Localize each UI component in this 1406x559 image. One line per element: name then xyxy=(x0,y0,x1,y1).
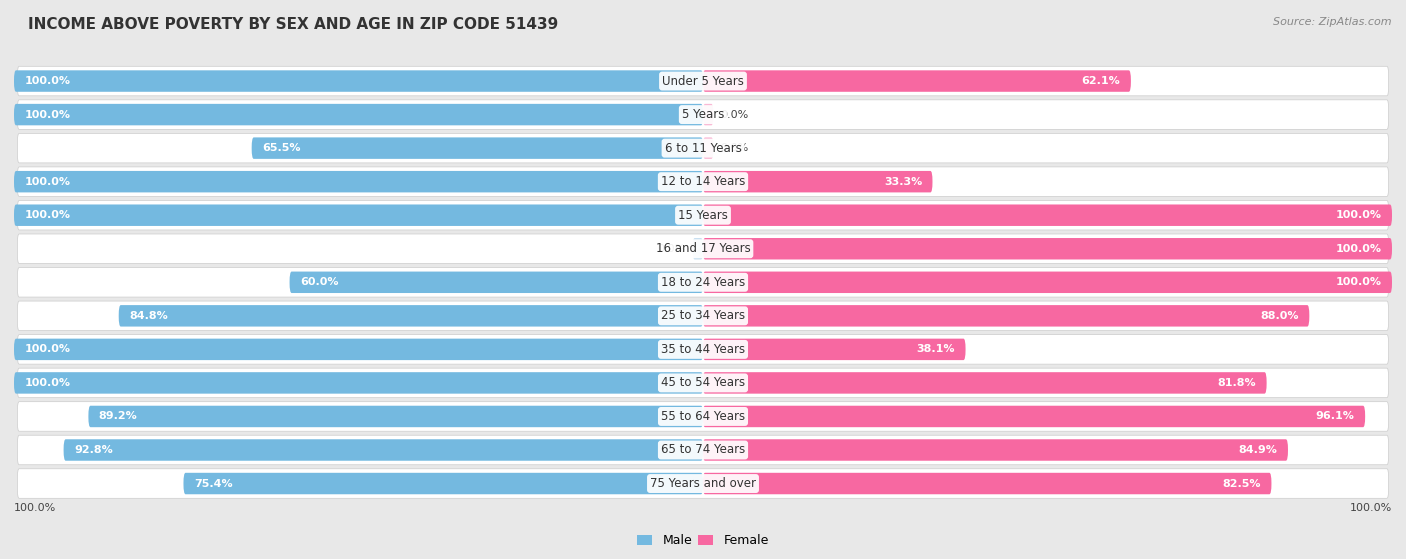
Text: 84.9%: 84.9% xyxy=(1239,445,1278,455)
FancyBboxPatch shape xyxy=(703,272,1392,293)
Text: 100.0%: 100.0% xyxy=(24,177,70,187)
Text: 45 to 54 Years: 45 to 54 Years xyxy=(661,376,745,390)
FancyBboxPatch shape xyxy=(703,171,932,192)
FancyBboxPatch shape xyxy=(17,167,1389,196)
Text: 89.2%: 89.2% xyxy=(98,411,138,421)
Text: 100.0%: 100.0% xyxy=(1336,244,1382,254)
Text: 88.0%: 88.0% xyxy=(1260,311,1299,321)
FancyBboxPatch shape xyxy=(17,100,1389,129)
FancyBboxPatch shape xyxy=(118,305,703,326)
FancyBboxPatch shape xyxy=(17,469,1389,498)
Text: 55 to 64 Years: 55 to 64 Years xyxy=(661,410,745,423)
FancyBboxPatch shape xyxy=(703,439,1288,461)
FancyBboxPatch shape xyxy=(17,134,1389,163)
Text: 81.8%: 81.8% xyxy=(1218,378,1256,388)
Text: 15 Years: 15 Years xyxy=(678,209,728,222)
FancyBboxPatch shape xyxy=(17,435,1389,465)
Text: 100.0%: 100.0% xyxy=(24,76,70,86)
Text: 84.8%: 84.8% xyxy=(129,311,167,321)
Text: 100.0%: 100.0% xyxy=(24,210,70,220)
Text: 100.0%: 100.0% xyxy=(14,503,56,513)
Text: 100.0%: 100.0% xyxy=(1336,210,1382,220)
FancyBboxPatch shape xyxy=(703,70,1130,92)
FancyBboxPatch shape xyxy=(17,234,1389,263)
Text: 0.0%: 0.0% xyxy=(720,110,748,120)
Text: 6 to 11 Years: 6 to 11 Years xyxy=(665,141,741,155)
Text: 38.1%: 38.1% xyxy=(917,344,955,354)
FancyBboxPatch shape xyxy=(14,70,703,92)
Text: 0.0%: 0.0% xyxy=(720,143,748,153)
FancyBboxPatch shape xyxy=(17,67,1389,96)
FancyBboxPatch shape xyxy=(703,406,1365,427)
FancyBboxPatch shape xyxy=(703,339,966,360)
Text: 100.0%: 100.0% xyxy=(1336,277,1382,287)
FancyBboxPatch shape xyxy=(17,368,1389,397)
FancyBboxPatch shape xyxy=(703,305,1309,326)
Text: 75 Years and over: 75 Years and over xyxy=(650,477,756,490)
Text: 60.0%: 60.0% xyxy=(299,277,339,287)
Text: 92.8%: 92.8% xyxy=(75,445,112,455)
FancyBboxPatch shape xyxy=(290,272,703,293)
Text: Under 5 Years: Under 5 Years xyxy=(662,74,744,88)
FancyBboxPatch shape xyxy=(17,201,1389,230)
Text: 75.4%: 75.4% xyxy=(194,479,232,489)
Text: 100.0%: 100.0% xyxy=(24,378,70,388)
FancyBboxPatch shape xyxy=(252,138,703,159)
FancyBboxPatch shape xyxy=(63,439,703,461)
FancyBboxPatch shape xyxy=(14,171,703,192)
FancyBboxPatch shape xyxy=(14,339,703,360)
FancyBboxPatch shape xyxy=(14,205,703,226)
Text: 65 to 74 Years: 65 to 74 Years xyxy=(661,443,745,457)
Text: 33.3%: 33.3% xyxy=(884,177,922,187)
Text: 5 Years: 5 Years xyxy=(682,108,724,121)
FancyBboxPatch shape xyxy=(693,238,703,259)
Text: INCOME ABOVE POVERTY BY SEX AND AGE IN ZIP CODE 51439: INCOME ABOVE POVERTY BY SEX AND AGE IN Z… xyxy=(28,17,558,32)
FancyBboxPatch shape xyxy=(17,301,1389,330)
FancyBboxPatch shape xyxy=(17,335,1389,364)
FancyBboxPatch shape xyxy=(703,138,713,159)
Text: 25 to 34 Years: 25 to 34 Years xyxy=(661,309,745,323)
Text: 65.5%: 65.5% xyxy=(262,143,301,153)
Text: 62.1%: 62.1% xyxy=(1081,76,1121,86)
FancyBboxPatch shape xyxy=(703,372,1267,394)
Text: 96.1%: 96.1% xyxy=(1316,411,1355,421)
Text: 82.5%: 82.5% xyxy=(1223,479,1261,489)
Text: 35 to 44 Years: 35 to 44 Years xyxy=(661,343,745,356)
Text: 18 to 24 Years: 18 to 24 Years xyxy=(661,276,745,289)
FancyBboxPatch shape xyxy=(14,372,703,394)
Text: 100.0%: 100.0% xyxy=(1350,503,1392,513)
FancyBboxPatch shape xyxy=(703,473,1271,494)
FancyBboxPatch shape xyxy=(703,238,1392,259)
FancyBboxPatch shape xyxy=(17,402,1389,431)
FancyBboxPatch shape xyxy=(703,104,713,125)
Text: 100.0%: 100.0% xyxy=(24,110,70,120)
FancyBboxPatch shape xyxy=(183,473,703,494)
Text: 16 and 17 Years: 16 and 17 Years xyxy=(655,242,751,255)
Text: 100.0%: 100.0% xyxy=(24,344,70,354)
FancyBboxPatch shape xyxy=(703,205,1392,226)
Text: 12 to 14 Years: 12 to 14 Years xyxy=(661,175,745,188)
FancyBboxPatch shape xyxy=(17,268,1389,297)
FancyBboxPatch shape xyxy=(89,406,703,427)
FancyBboxPatch shape xyxy=(14,104,703,125)
Legend: Male, Female: Male, Female xyxy=(633,529,773,552)
Text: 0.0%: 0.0% xyxy=(658,244,686,254)
Text: Source: ZipAtlas.com: Source: ZipAtlas.com xyxy=(1274,17,1392,27)
